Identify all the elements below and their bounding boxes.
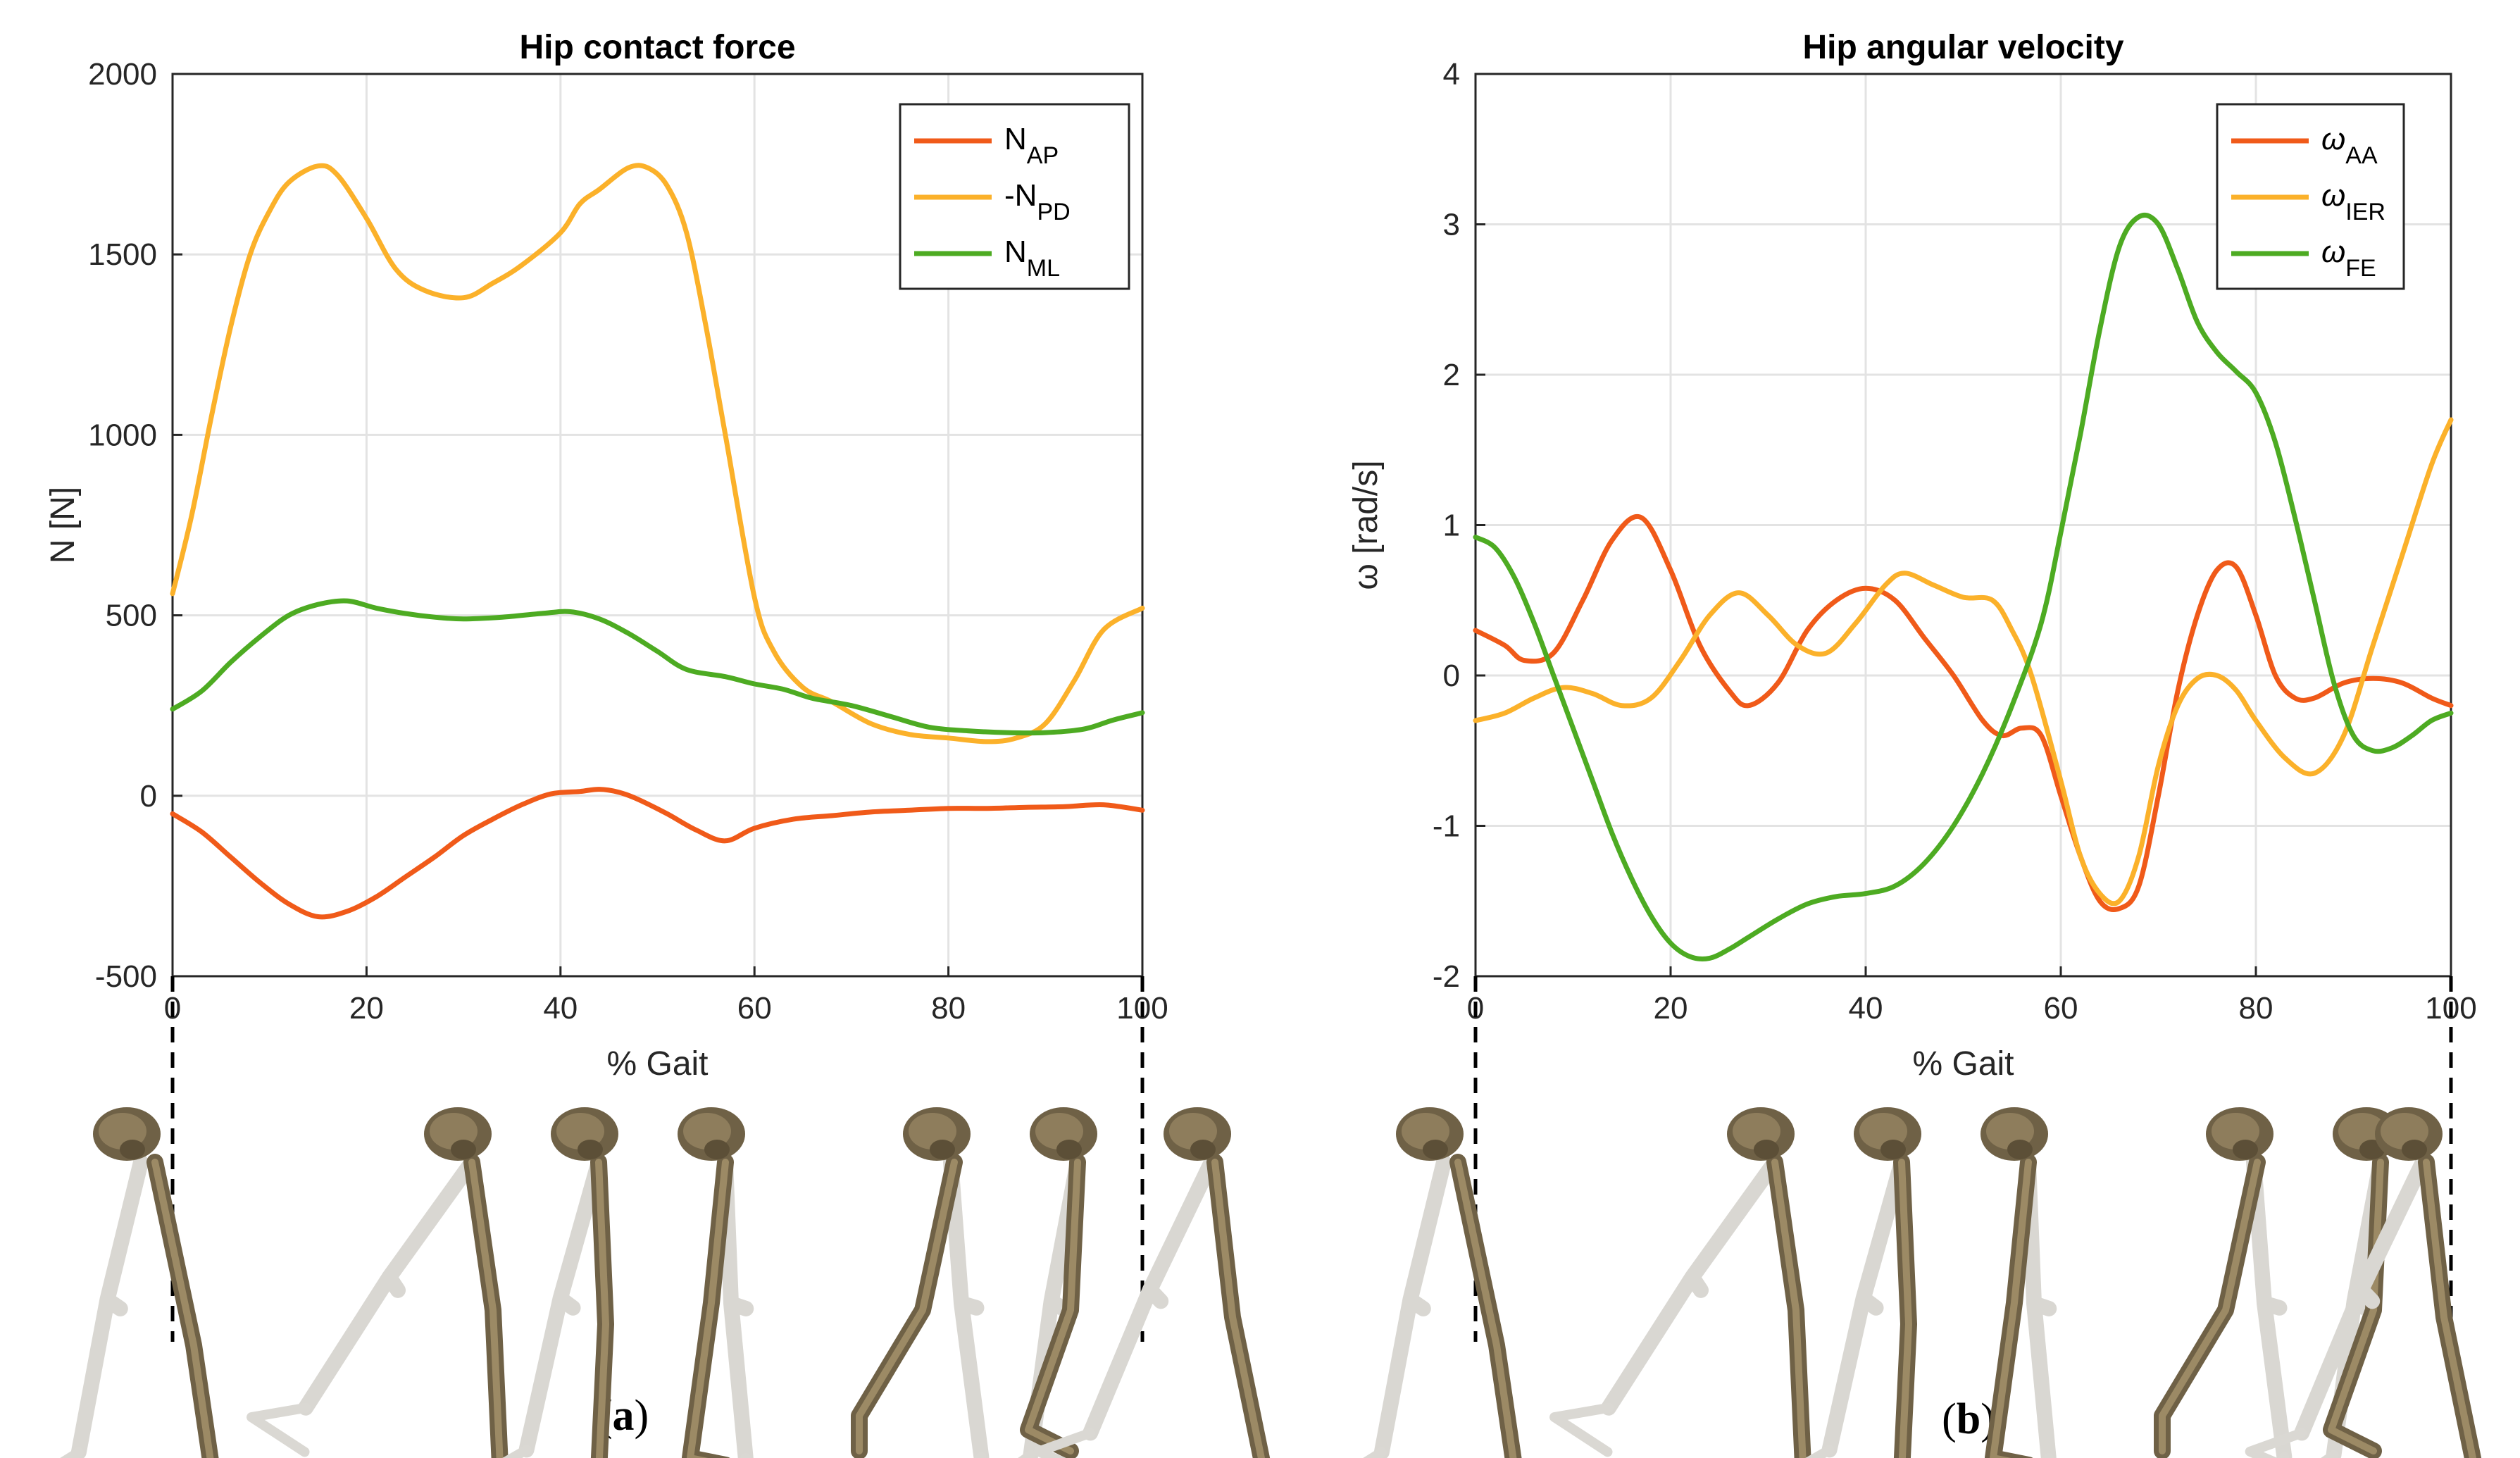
chart-title: Hip angular velocity xyxy=(1802,29,2123,66)
x-tick-label: 80 xyxy=(931,991,966,1026)
y-tick-label: 1 xyxy=(1443,509,1460,543)
leg-skeleton-icon xyxy=(663,1107,772,1458)
x-tick-label: 40 xyxy=(543,991,578,1026)
series-line-N_AP xyxy=(170,787,1145,920)
x-tick-label: 80 xyxy=(2239,991,2273,1026)
series-line-N_ML xyxy=(170,598,1145,736)
axes-box xyxy=(171,73,1144,978)
leg-skeleton-icon xyxy=(2288,1107,2400,1458)
y-tick-label: 0 xyxy=(140,779,157,814)
x-tick-label: 60 xyxy=(2044,991,2078,1026)
chart-title: Hip contact force xyxy=(519,29,795,66)
y-tick-label: 0 xyxy=(1443,659,1460,693)
series-line-ω_AA xyxy=(1473,513,2454,913)
x-tick-label: 20 xyxy=(349,991,384,1026)
leg-skeleton-icon xyxy=(32,1107,219,1458)
leg-skeleton-icon xyxy=(851,1107,1009,1458)
series-line--N_PD xyxy=(170,163,1145,744)
y-axis-label: N [N] xyxy=(44,487,82,563)
leg-skeleton-icon xyxy=(1966,1107,2075,1458)
leg-skeleton-icon xyxy=(1335,1107,1522,1458)
x-axis-label: % Gait xyxy=(606,1045,708,1083)
y-tick-label: 500 xyxy=(106,599,157,633)
leg-skeleton-icon xyxy=(2154,1107,2312,1458)
leg-skeleton-icon xyxy=(2249,1107,2482,1458)
leg-skeleton-icon xyxy=(478,1107,618,1458)
leg-skeleton-icon xyxy=(1037,1107,1271,1458)
y-axis-label: ω [rad/s] xyxy=(1347,460,1385,590)
y-tick-label: 1500 xyxy=(88,237,157,272)
leg-skeleton-icon xyxy=(1781,1107,1921,1458)
y-tick-label: -2 xyxy=(1433,959,1460,994)
gait-skeleton-strip xyxy=(32,1107,2482,1458)
y-tick-label: 2 xyxy=(1443,358,1460,392)
x-tick-label: 20 xyxy=(1654,991,1688,1026)
panel-label: (b) xyxy=(1942,1395,1995,1443)
x-tick-label: 40 xyxy=(1849,991,1883,1026)
leg-skeleton-icon xyxy=(250,1107,509,1458)
y-tick-label: 1000 xyxy=(88,418,157,452)
series-line-ω_FE xyxy=(1473,212,2454,961)
x-tick-label: 60 xyxy=(737,991,772,1026)
y-tick-label: 4 xyxy=(1443,57,1460,92)
x-axis-label: % Gait xyxy=(1912,1045,2014,1083)
leg-skeleton-icon xyxy=(985,1107,1097,1458)
y-tick-label: 2000 xyxy=(88,57,157,92)
leg-skeleton-icon xyxy=(1553,1107,1812,1458)
y-tick-label: -500 xyxy=(95,959,157,994)
y-tick-label: 3 xyxy=(1443,208,1460,242)
series-line-ω_IER xyxy=(1473,417,2454,906)
y-tick-label: -1 xyxy=(1433,809,1460,844)
